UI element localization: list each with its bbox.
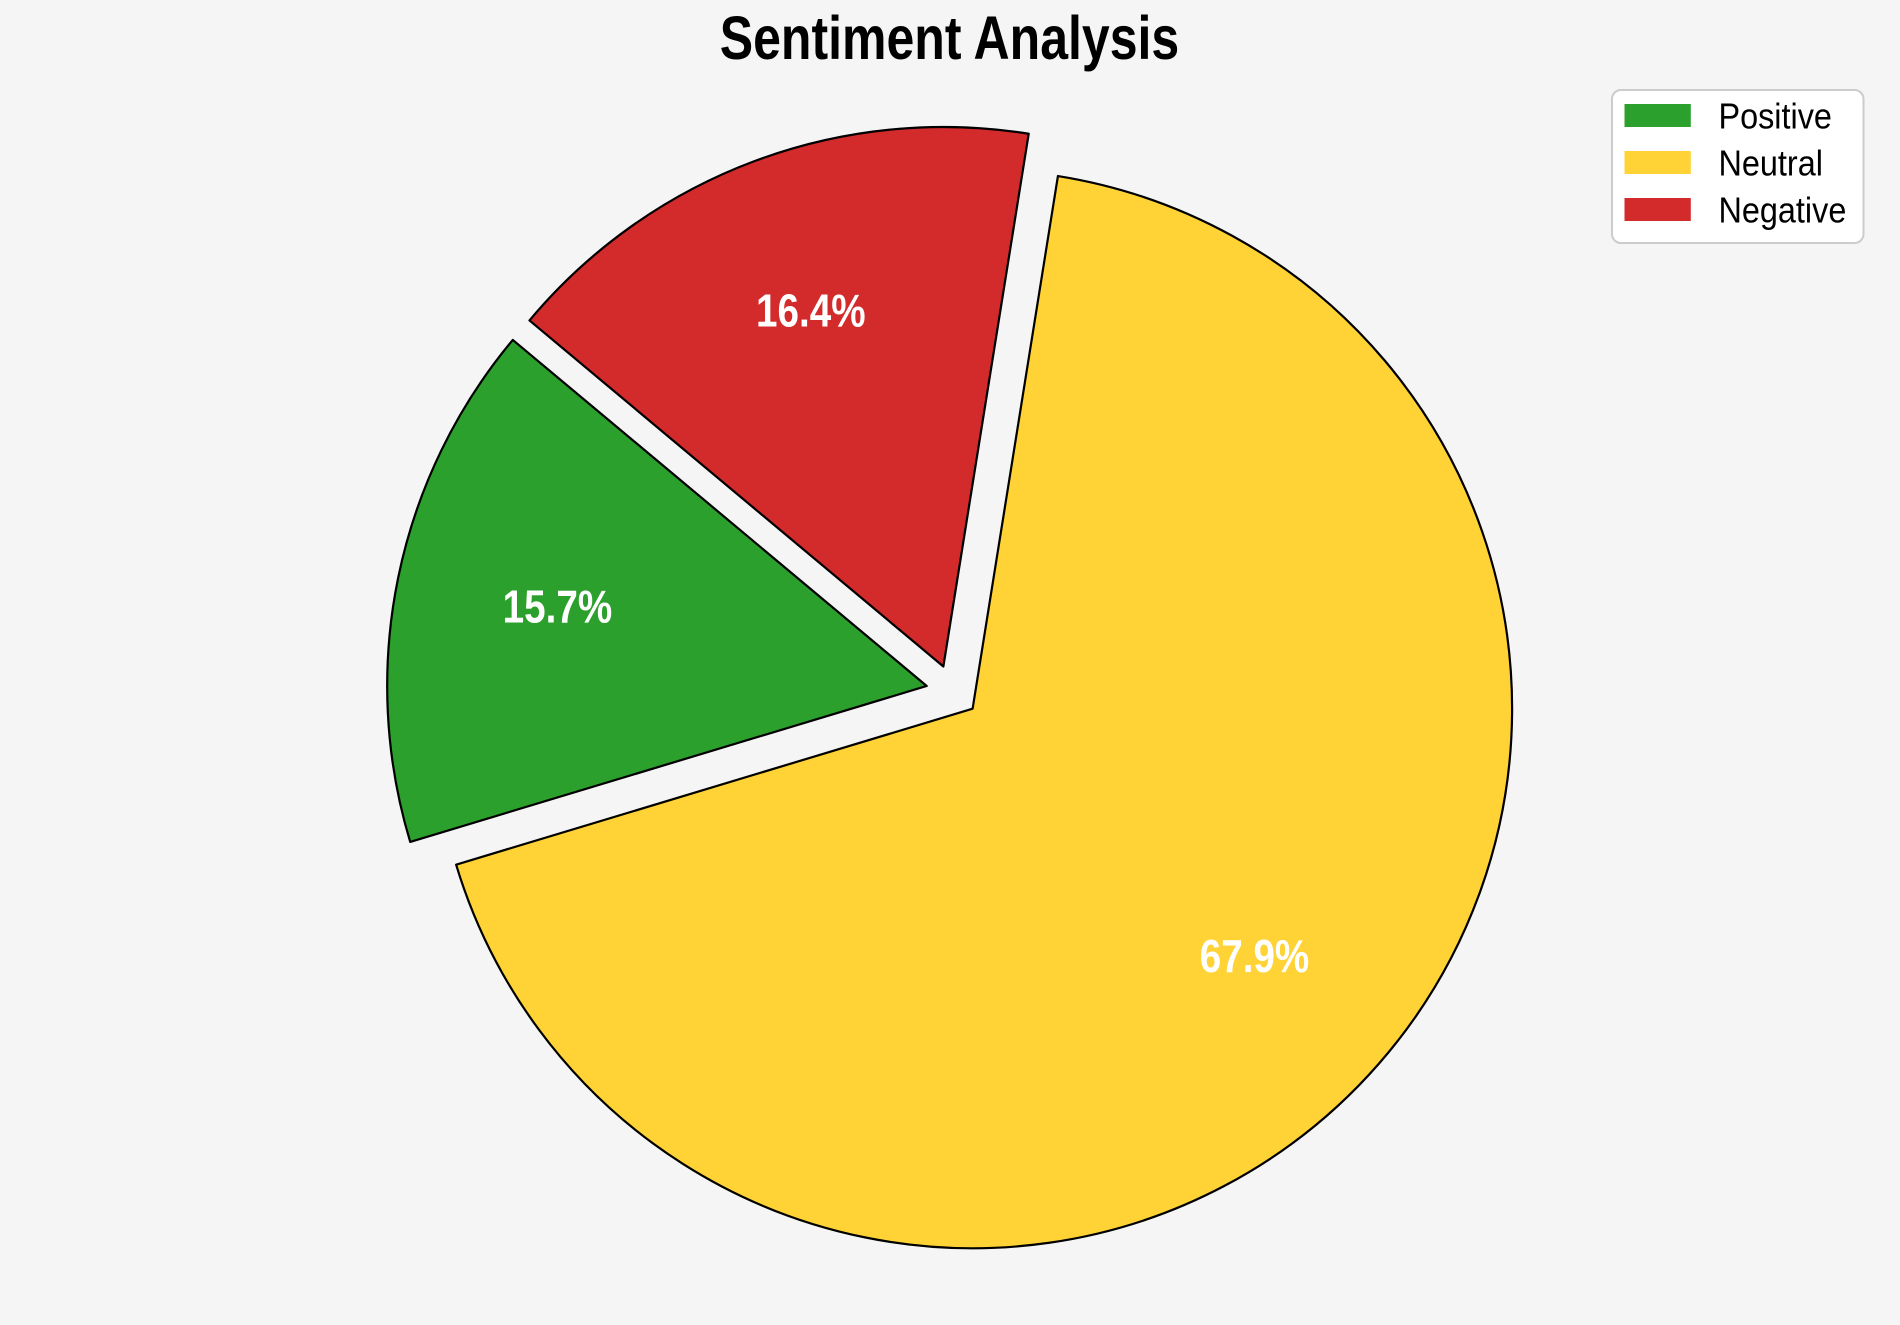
svg-text:Sentiment Analysis: Sentiment Analysis — [720, 4, 1179, 72]
svg-text:15.7%: 15.7% — [503, 581, 613, 632]
svg-text:Neutral: Neutral — [1719, 144, 1823, 184]
svg-text:67.9%: 67.9% — [1200, 931, 1310, 982]
svg-text:Negative: Negative — [1719, 191, 1847, 231]
svg-text:Positive: Positive — [1719, 97, 1832, 137]
svg-text:16.4%: 16.4% — [756, 285, 866, 336]
